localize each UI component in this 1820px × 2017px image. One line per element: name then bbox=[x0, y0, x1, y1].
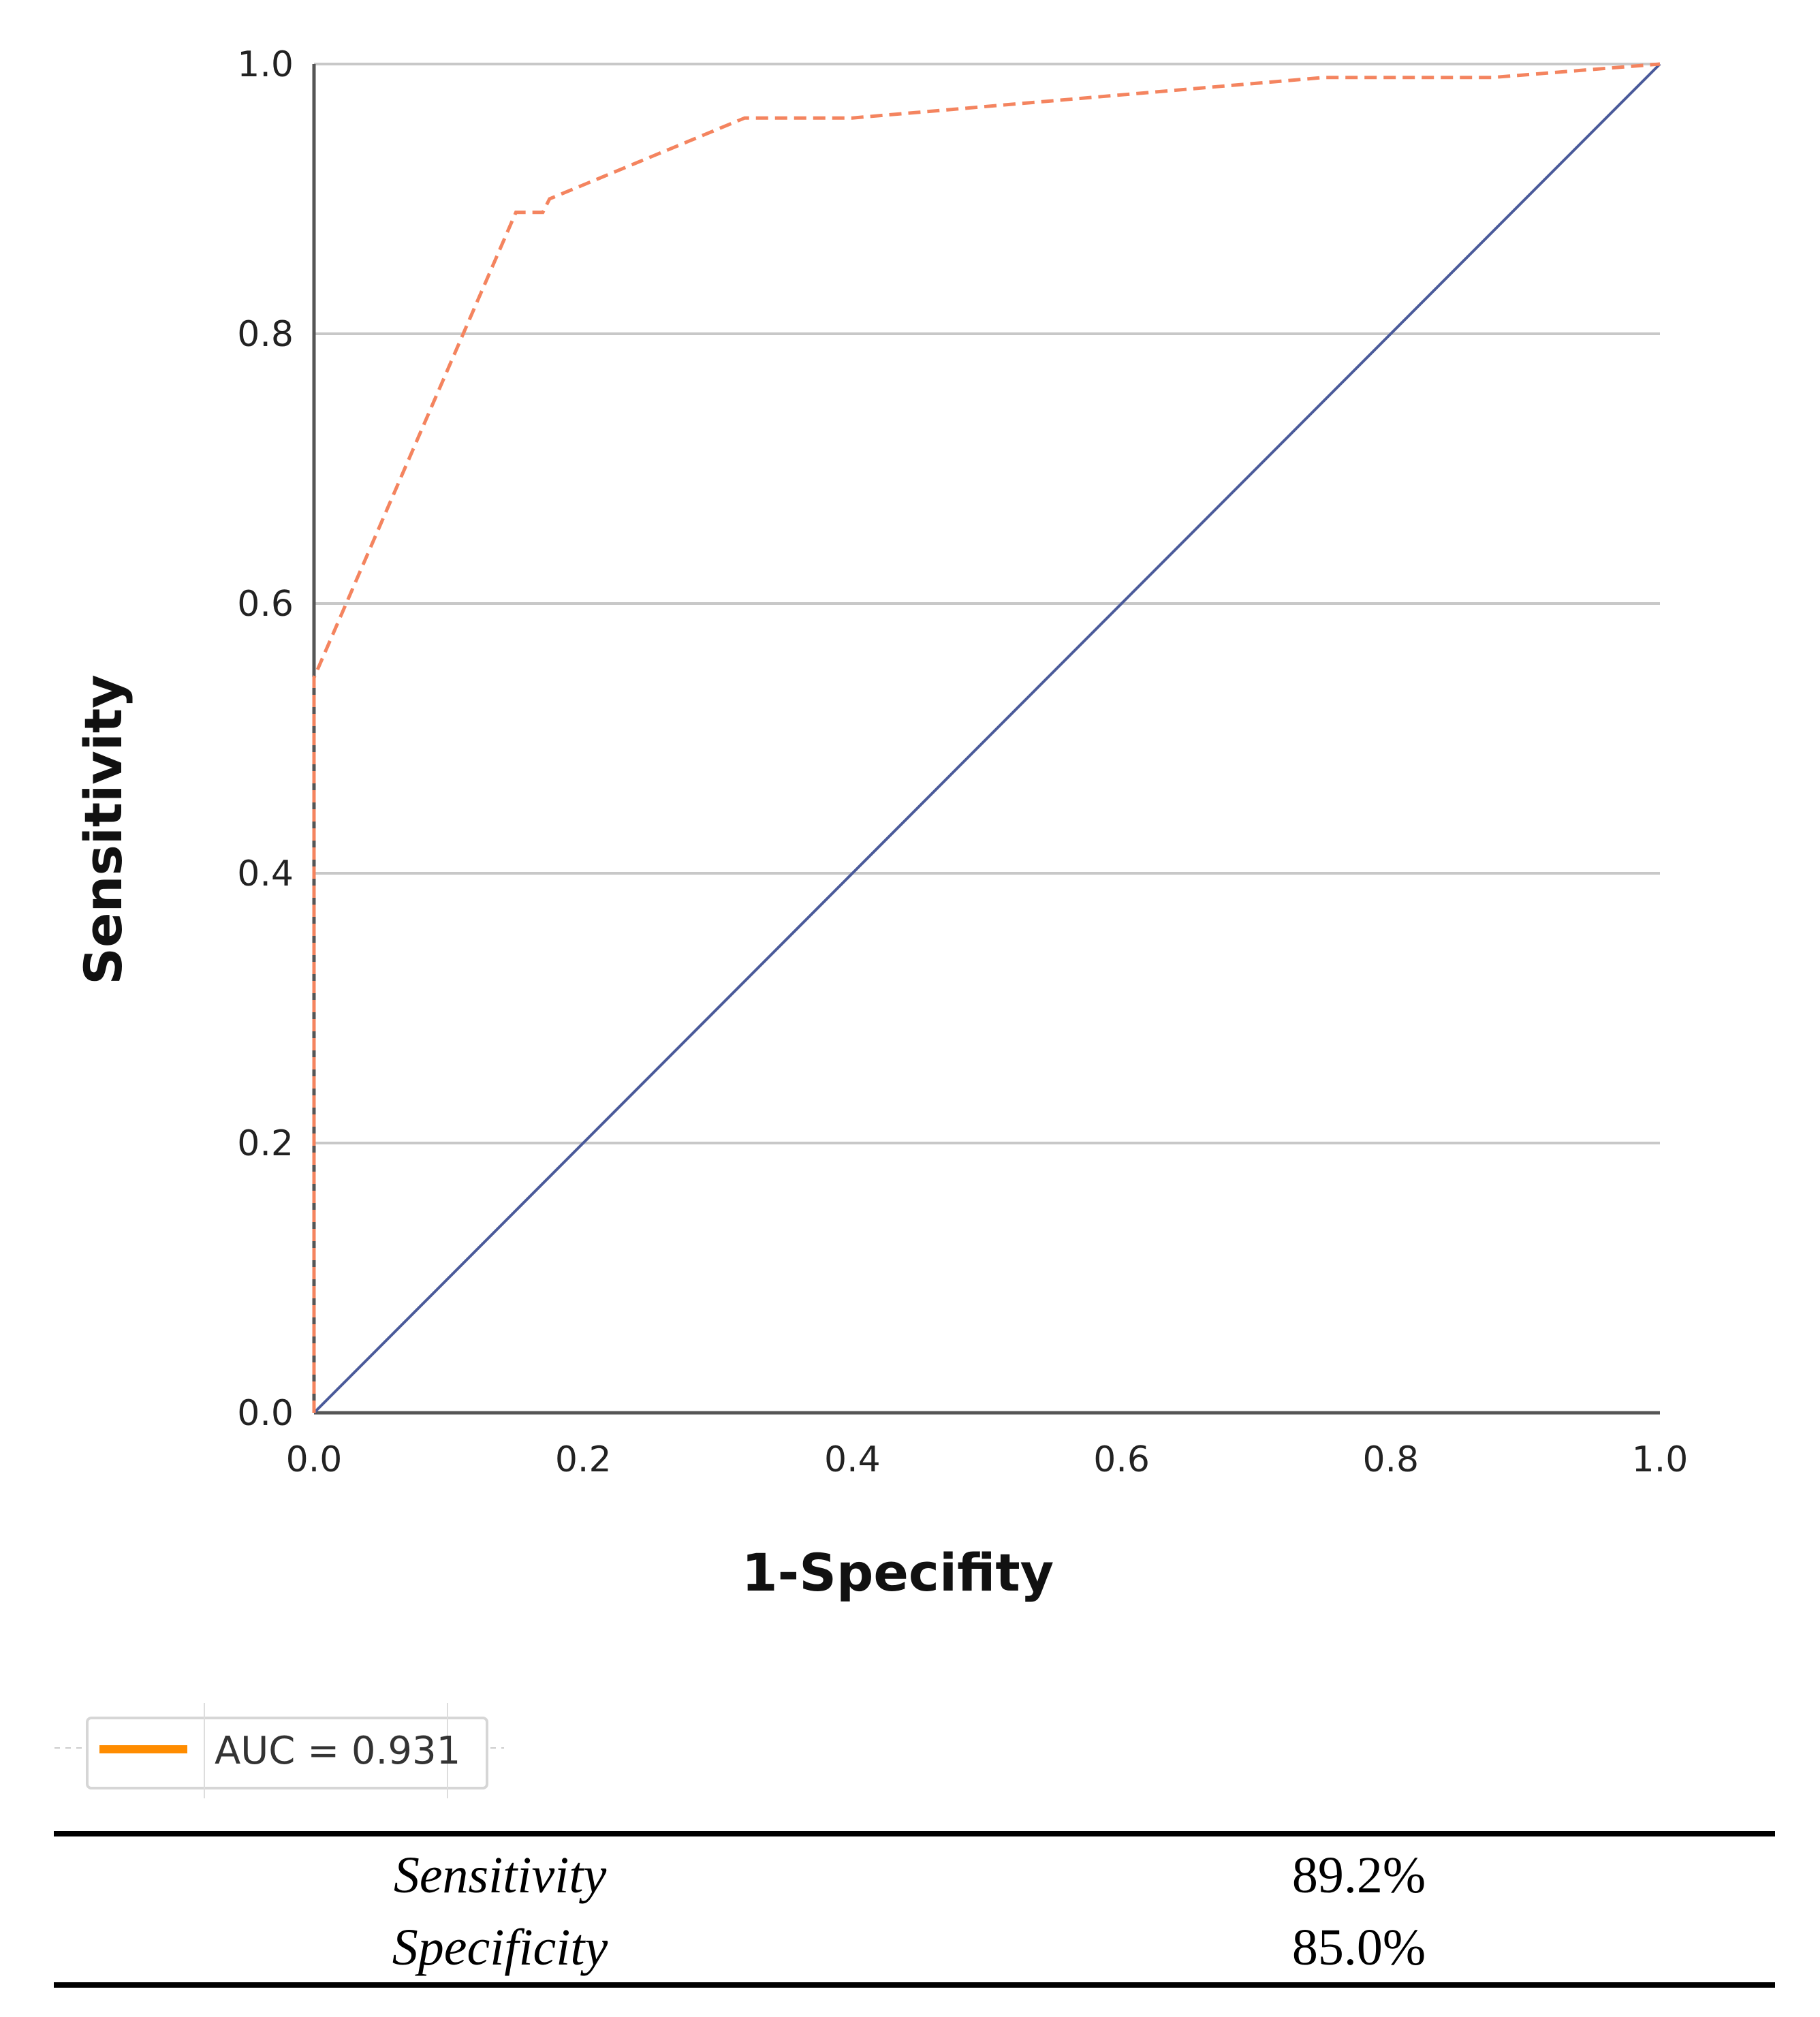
y-tick-label: 0.8 bbox=[237, 314, 294, 355]
legend: AUC = 0.931 bbox=[54, 1703, 504, 1798]
x-axis-title: 1-Specifity bbox=[742, 1542, 1054, 1603]
x-tick-label: 1.0 bbox=[1632, 1439, 1689, 1480]
table-row-label: Specificity bbox=[392, 1919, 608, 1976]
y-tick-label: 0.4 bbox=[237, 854, 294, 894]
table-row-value: 89.2% bbox=[1291, 1847, 1426, 1904]
reference-diagonal bbox=[313, 63, 1661, 1414]
y-axis-title: Sensitivity bbox=[73, 674, 134, 985]
x-tick-label: 0.2 bbox=[555, 1439, 612, 1480]
table-top-rule bbox=[54, 1831, 1775, 1836]
legend-label: AUC = 0.931 bbox=[215, 1729, 460, 1773]
roc-curve bbox=[312, 62, 1661, 1413]
x-tick-label: 0.0 bbox=[286, 1439, 343, 1480]
x-tick-label: 0.8 bbox=[1362, 1439, 1419, 1480]
y-tick-label: 0.0 bbox=[237, 1393, 294, 1434]
y-tick-label: 0.6 bbox=[237, 584, 294, 625]
x-tick-label: 0.4 bbox=[824, 1439, 881, 1480]
y-tick-label: 0.2 bbox=[237, 1123, 294, 1164]
table-row-label: Sensitivity bbox=[393, 1847, 607, 1904]
x-tick-label: 0.6 bbox=[1093, 1439, 1150, 1480]
table-bottom-rule bbox=[54, 1982, 1775, 1988]
table-row-value: 85.0% bbox=[1291, 1919, 1426, 1976]
y-tick-label: 1.0 bbox=[237, 44, 294, 85]
